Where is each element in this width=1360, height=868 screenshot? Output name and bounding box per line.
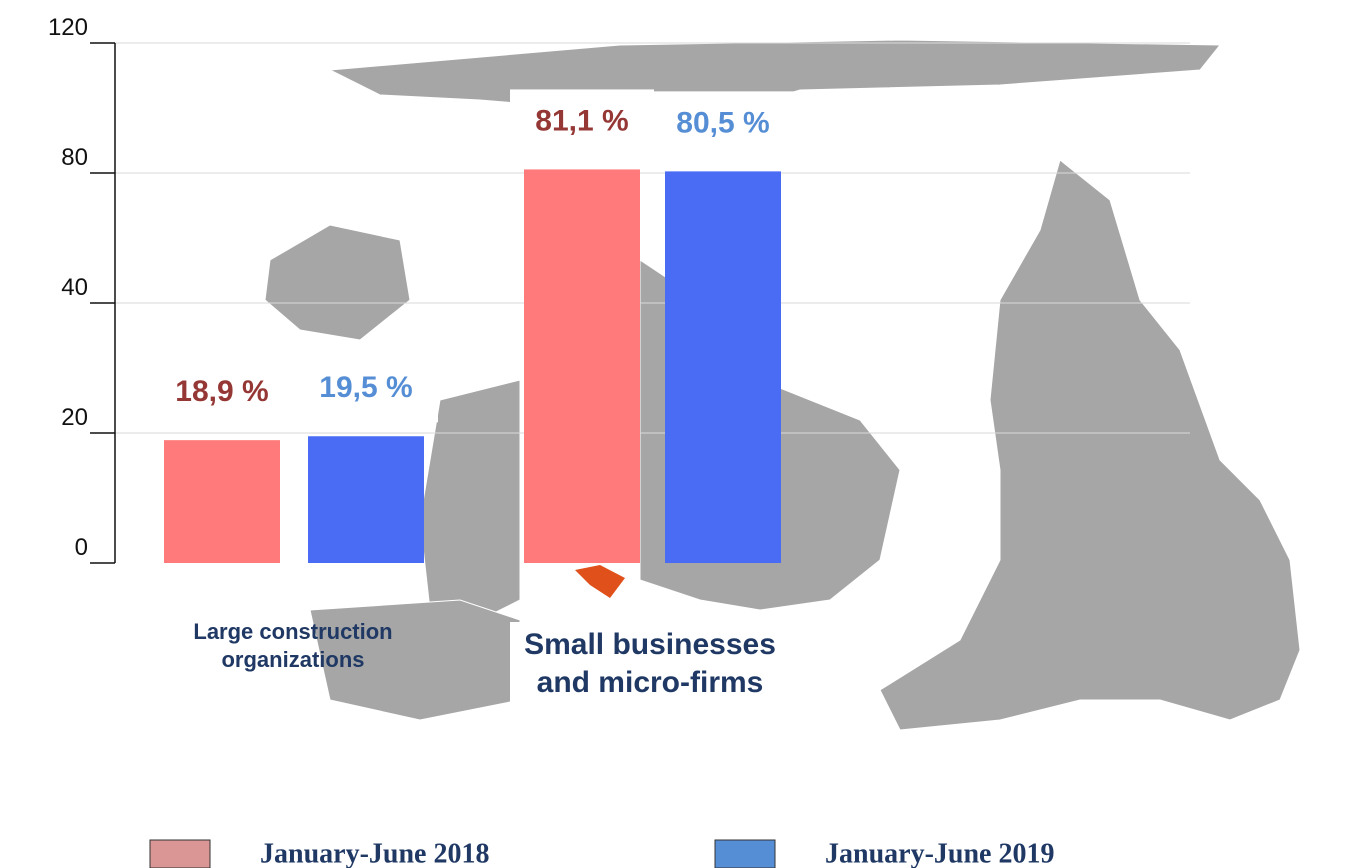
x-category-label: Large construction organizations [193,619,393,672]
y-tick-label: 120 [48,14,88,41]
bar [665,171,781,563]
bar [524,169,640,564]
x-category-label: Small businesses and micro-firms [510,622,790,705]
value-label: 19,5 % [319,371,412,404]
legend-label: January-June 2018 [260,838,489,868]
category-box: Small businesses and micro-firms [510,622,790,705]
label-box [510,89,654,156]
legend-swatch [714,839,776,868]
y-tick-label: 0 [75,534,88,561]
value-label: 18,9 % [175,375,268,408]
legend-swatch [149,839,211,868]
label-box [651,91,795,158]
label-box [150,360,294,427]
y-tick-label: 20 [61,404,88,431]
bar [164,440,280,563]
legend-label: January-June 2019 [825,838,1054,868]
bar [308,436,424,563]
y-tick-label: 40 [61,274,88,301]
value-label: 80,5 % [676,106,769,139]
map-highlight [575,565,625,598]
value-label: 81,1 % [535,104,628,137]
category-box: Large construction organizations [193,619,393,672]
y-tick-label: 80 [61,144,88,171]
label-box [294,356,438,423]
